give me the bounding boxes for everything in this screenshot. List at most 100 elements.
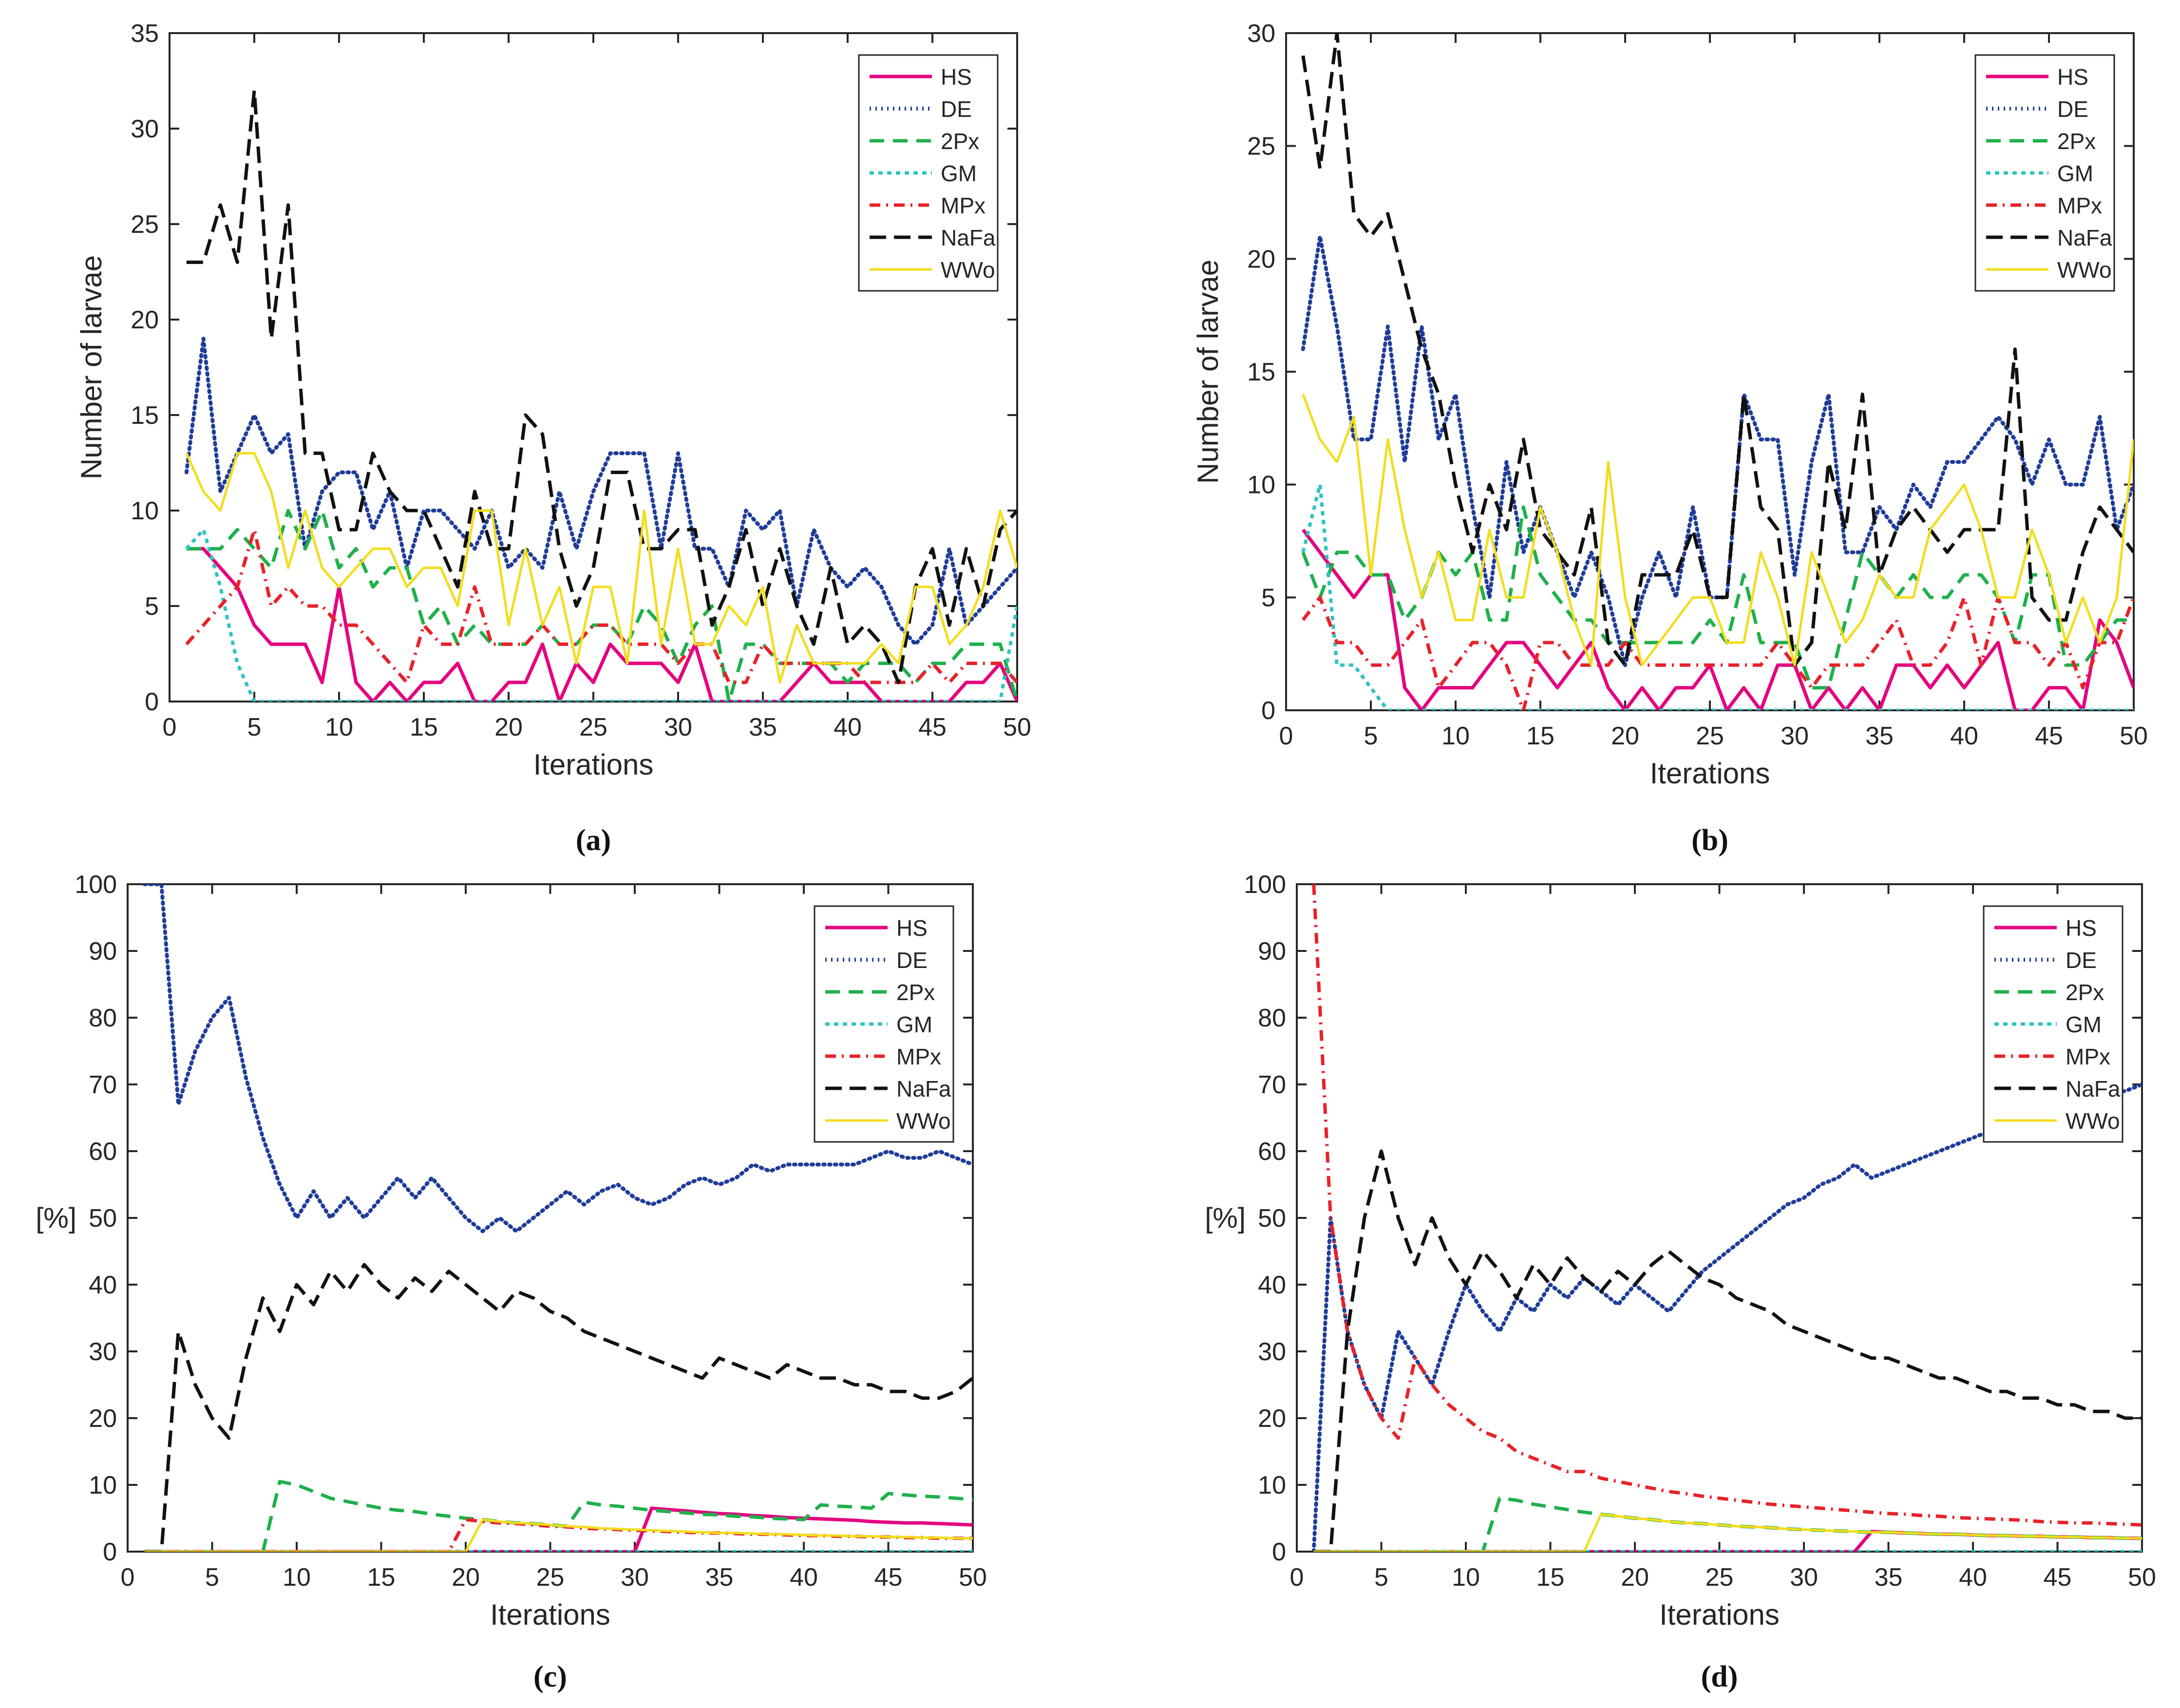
x-tick-label: 5: [1364, 722, 1378, 750]
y-tick-label: 10: [1247, 471, 1275, 499]
x-tick-label: 50: [2120, 722, 2148, 750]
chart-panel-2: 0 5 10 15 20 25 30 35 40 45 50 0 5 10 15 20 25 30 Iteratio…: [1192, 19, 2148, 857]
y-tick-label: 30: [131, 115, 159, 143]
x-tick-label: 25: [1696, 722, 1724, 750]
y-tick-label: 20: [1247, 245, 1275, 273]
legend-label: MPx: [941, 193, 986, 218]
y-tick-label: 10: [131, 497, 159, 525]
x-tick-label: 25: [579, 713, 607, 741]
legend-label: MPx: [2057, 193, 2102, 218]
x-axis-label: Iterations: [1659, 1598, 1780, 1631]
series-lines: [184, 89, 1017, 702]
x-tick-label: 20: [1621, 1563, 1649, 1592]
legend-label: 2Px: [941, 129, 979, 154]
x-tick-label: 10: [1441, 722, 1470, 750]
y-tick-label: 25: [1247, 133, 1275, 161]
x-tick-label: 25: [536, 1563, 565, 1592]
legend-label: NaFa: [2057, 225, 2112, 250]
y-axis-label: [%]: [1205, 1202, 1246, 1234]
x-tick-label: 45: [918, 713, 947, 741]
y-tick-label: 50: [1258, 1204, 1286, 1233]
y-tick-label: 0: [1261, 697, 1275, 725]
panel-caption: (a): [576, 824, 611, 857]
panel-caption: (c): [533, 1660, 567, 1693]
y-tick-label: 30: [1247, 19, 1275, 48]
y-tick-label: 70: [1258, 1071, 1286, 1099]
y-tick-label: 10: [89, 1471, 117, 1499]
series-line-nafa: [1301, 33, 2134, 667]
x-tick-label: 50: [959, 1563, 987, 1592]
x-tick-label: 15: [1536, 1563, 1565, 1592]
legend-label: HS: [941, 64, 972, 90]
legend-label: DE: [896, 948, 928, 973]
legend-label: NaFa: [941, 225, 996, 250]
x-tick-label: 40: [1959, 1563, 1987, 1592]
x-tick-label: 15: [367, 1563, 396, 1592]
y-tick-label: 70: [89, 1071, 117, 1099]
legend-label: WWo: [2057, 257, 2112, 283]
legend-label: 2Px: [2057, 129, 2096, 154]
series-line-wwo: [1302, 394, 2134, 666]
x-tick-label: 40: [834, 713, 862, 741]
x-tick-label: 20: [1611, 722, 1639, 750]
legend-label: DE: [2057, 96, 2088, 122]
series-line-hs: [144, 1506, 973, 1552]
legend-label: MPx: [896, 1044, 941, 1069]
legend: HS DE 2Px GM MPx NaFa WWo: [858, 54, 999, 292]
x-tick-label: 25: [1706, 1563, 1734, 1592]
y-axis-label: Number of larvae: [1192, 260, 1224, 484]
series-line-mpx: [1312, 884, 2142, 1527]
legend-label: 2Px: [896, 980, 935, 1005]
x-tick-label: 0: [1279, 722, 1293, 750]
legend-label: DE: [2066, 948, 2097, 973]
series-lines: [1301, 33, 2134, 710]
series-line-mpx: [1302, 595, 2134, 710]
x-tick-label: 20: [494, 713, 523, 741]
x-axis-label: Iterations: [490, 1598, 610, 1631]
y-tick-label: 35: [131, 19, 159, 48]
x-tick-label: 0: [1290, 1563, 1304, 1592]
x-tick-label: 45: [874, 1563, 903, 1592]
x-tick-label: 35: [749, 713, 777, 741]
legend-label: HS: [896, 915, 928, 941]
y-tick-label: 5: [145, 592, 159, 621]
legend-label: WWo: [2066, 1108, 2120, 1134]
x-tick-label: 5: [205, 1563, 219, 1592]
x-tick-label: 30: [1781, 722, 1809, 750]
legend-label: GM: [896, 1012, 932, 1037]
series-line-wwo: [144, 1518, 973, 1552]
panel-caption: (b): [1691, 824, 1728, 857]
series-line-hs: [1302, 529, 2134, 710]
y-tick-label: 80: [1258, 1004, 1286, 1032]
panel-caption: (d): [1701, 1660, 1738, 1693]
y-tick-label: 25: [131, 210, 159, 239]
legend: HS DE 2Px GM MPx NaFa WWo: [814, 905, 954, 1143]
y-tick-label: 20: [89, 1404, 117, 1433]
y-tick-label: 50: [89, 1204, 117, 1233]
y-tick-label: 10: [1258, 1471, 1286, 1499]
x-axis-label: Iterations: [533, 748, 654, 781]
chart-panel-1: 0 5 10 15 20 25 30 35 40 45 50 0 5 10 15 20 25 30 35 Iterat…: [75, 19, 1031, 857]
x-tick-label: 10: [1452, 1563, 1480, 1592]
x-tick-label: 15: [1526, 722, 1554, 750]
y-tick-label: 0: [1272, 1538, 1286, 1566]
series-line-wwo: [185, 452, 1017, 684]
series-line-2px: [1301, 505, 2134, 690]
y-tick-label: 15: [131, 401, 159, 430]
y-tick-label: 40: [1258, 1271, 1286, 1299]
legend-label: DE: [941, 96, 972, 122]
series-line-de: [142, 884, 973, 1234]
x-tick-label: 30: [1790, 1563, 1818, 1592]
y-tick-label: 90: [89, 937, 117, 966]
x-tick-label: 45: [2044, 1563, 2072, 1592]
legend-label: WWo: [941, 257, 995, 283]
x-tick-label: 5: [247, 713, 262, 741]
legend-label: HS: [2066, 915, 2097, 941]
axis-ticks: 0 5 10 15 20 25 30 35 40 45 50 0 5 10 15 20 25 30: [1247, 19, 2148, 750]
y-tick-label: 80: [89, 1004, 117, 1032]
x-tick-label: 30: [621, 1563, 649, 1592]
x-tick-label: 20: [452, 1563, 480, 1592]
y-tick-label: 20: [1258, 1404, 1286, 1433]
legend-label: NaFa: [896, 1076, 951, 1101]
legend-label: 2Px: [2066, 980, 2104, 1005]
